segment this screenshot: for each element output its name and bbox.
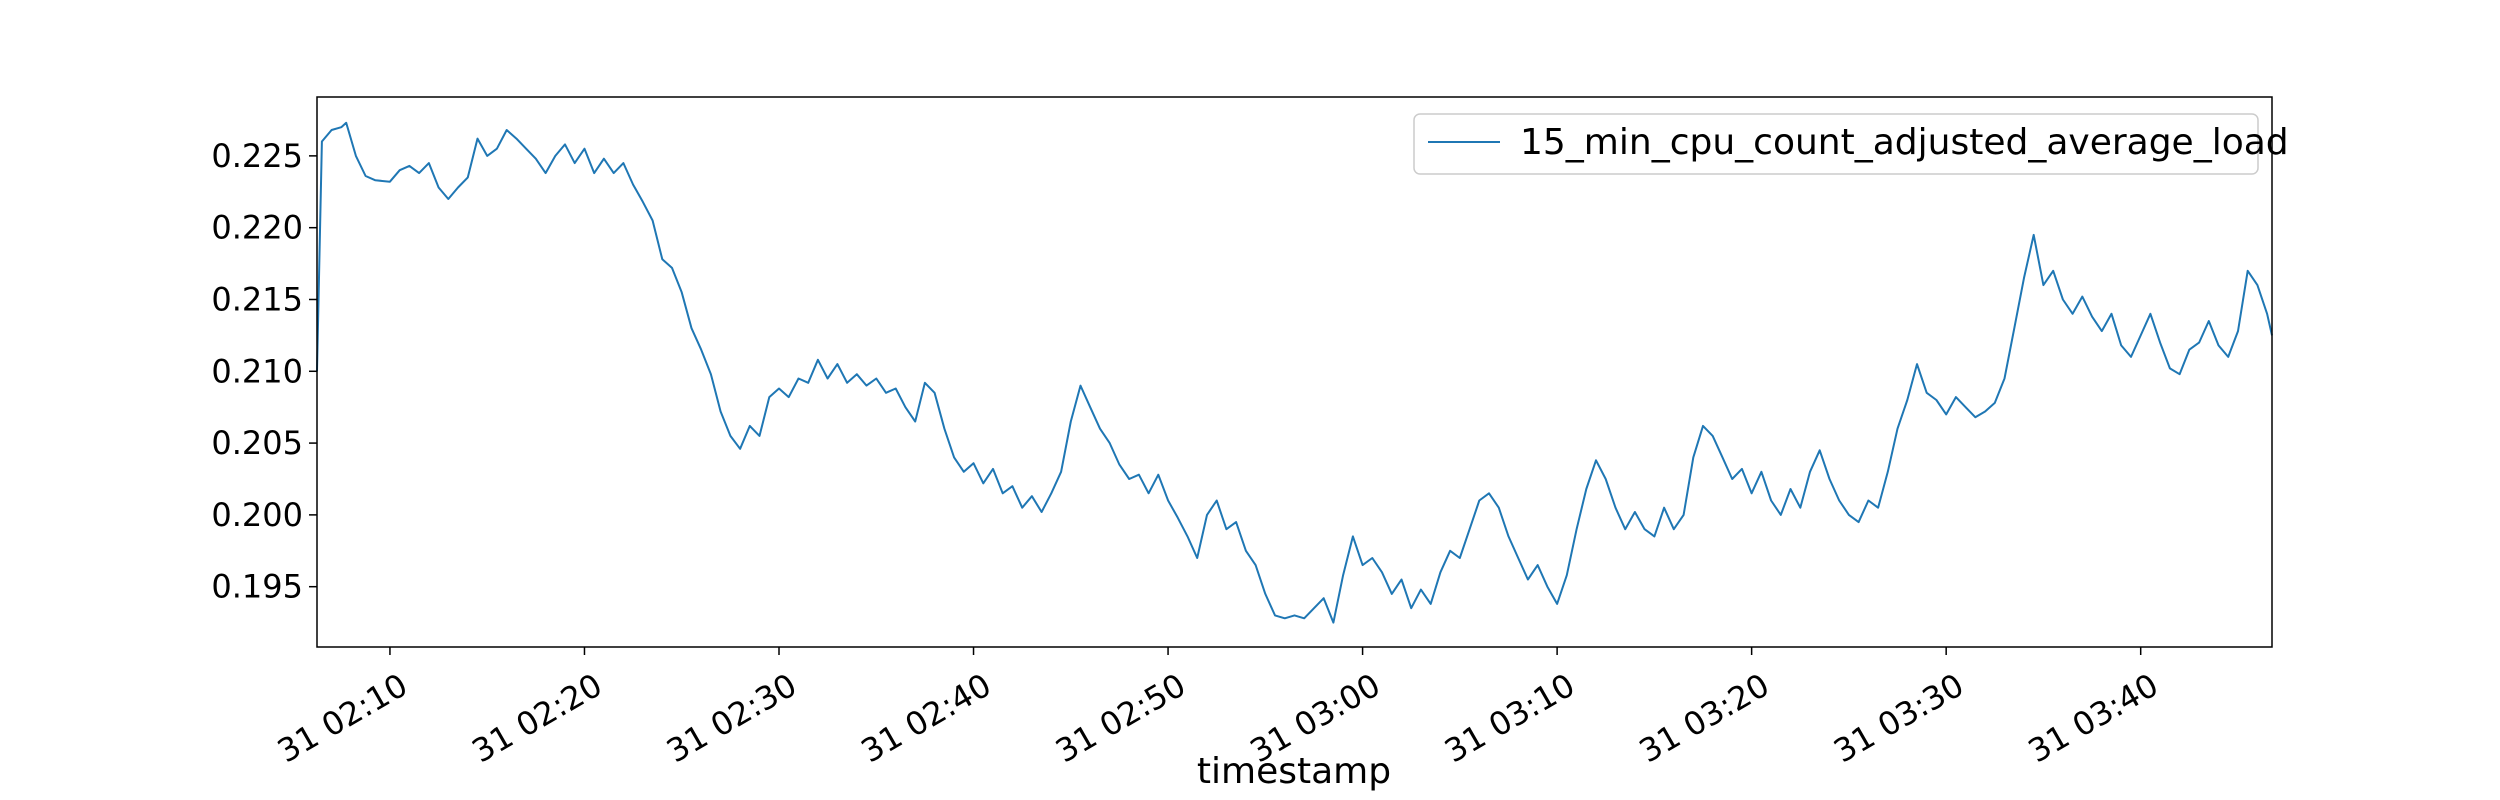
- y-tick-label: 0.205: [211, 424, 303, 462]
- legend-box: [1413, 113, 2259, 175]
- y-tick-label: 0.225: [211, 137, 303, 175]
- x-axis-label: timestamp: [1197, 751, 1391, 792]
- x-tick-label: 31 03:40: [2022, 666, 2165, 770]
- x-tick-label: 31 03:10: [1438, 666, 1581, 770]
- x-tick-label: 31 02:40: [855, 666, 998, 770]
- series-line-0: [316, 121, 2273, 624]
- x-tick-label: 31 02:10: [271, 666, 414, 770]
- y-tick-label: 0.200: [211, 496, 303, 534]
- x-tick-label: 31 02:20: [466, 666, 609, 770]
- y-tick-label: 0.220: [211, 209, 303, 247]
- legend-label: 15_min_cpu_count_adjusted_average_load: [1520, 122, 2289, 163]
- y-axis: 0.195 0.200 0.205 0.210 0.215 0.220 0.225: [211, 137, 317, 606]
- y-tick-label: 0.210: [211, 352, 303, 390]
- y-tick-label: 0.215: [211, 280, 303, 318]
- x-tick-label: 31 03:20: [1633, 666, 1776, 770]
- series-layer: [316, 121, 2273, 624]
- legend: 15_min_cpu_count_adjusted_average_load: [1413, 113, 2289, 175]
- plot-frame: [316, 96, 2273, 648]
- x-tick-label: 31 02:30: [660, 666, 803, 770]
- x-tick-label: 31 03:30: [1827, 666, 1970, 770]
- y-tick-label: 0.195: [211, 568, 303, 606]
- x-tick-label: 31 02:50: [1049, 666, 1192, 770]
